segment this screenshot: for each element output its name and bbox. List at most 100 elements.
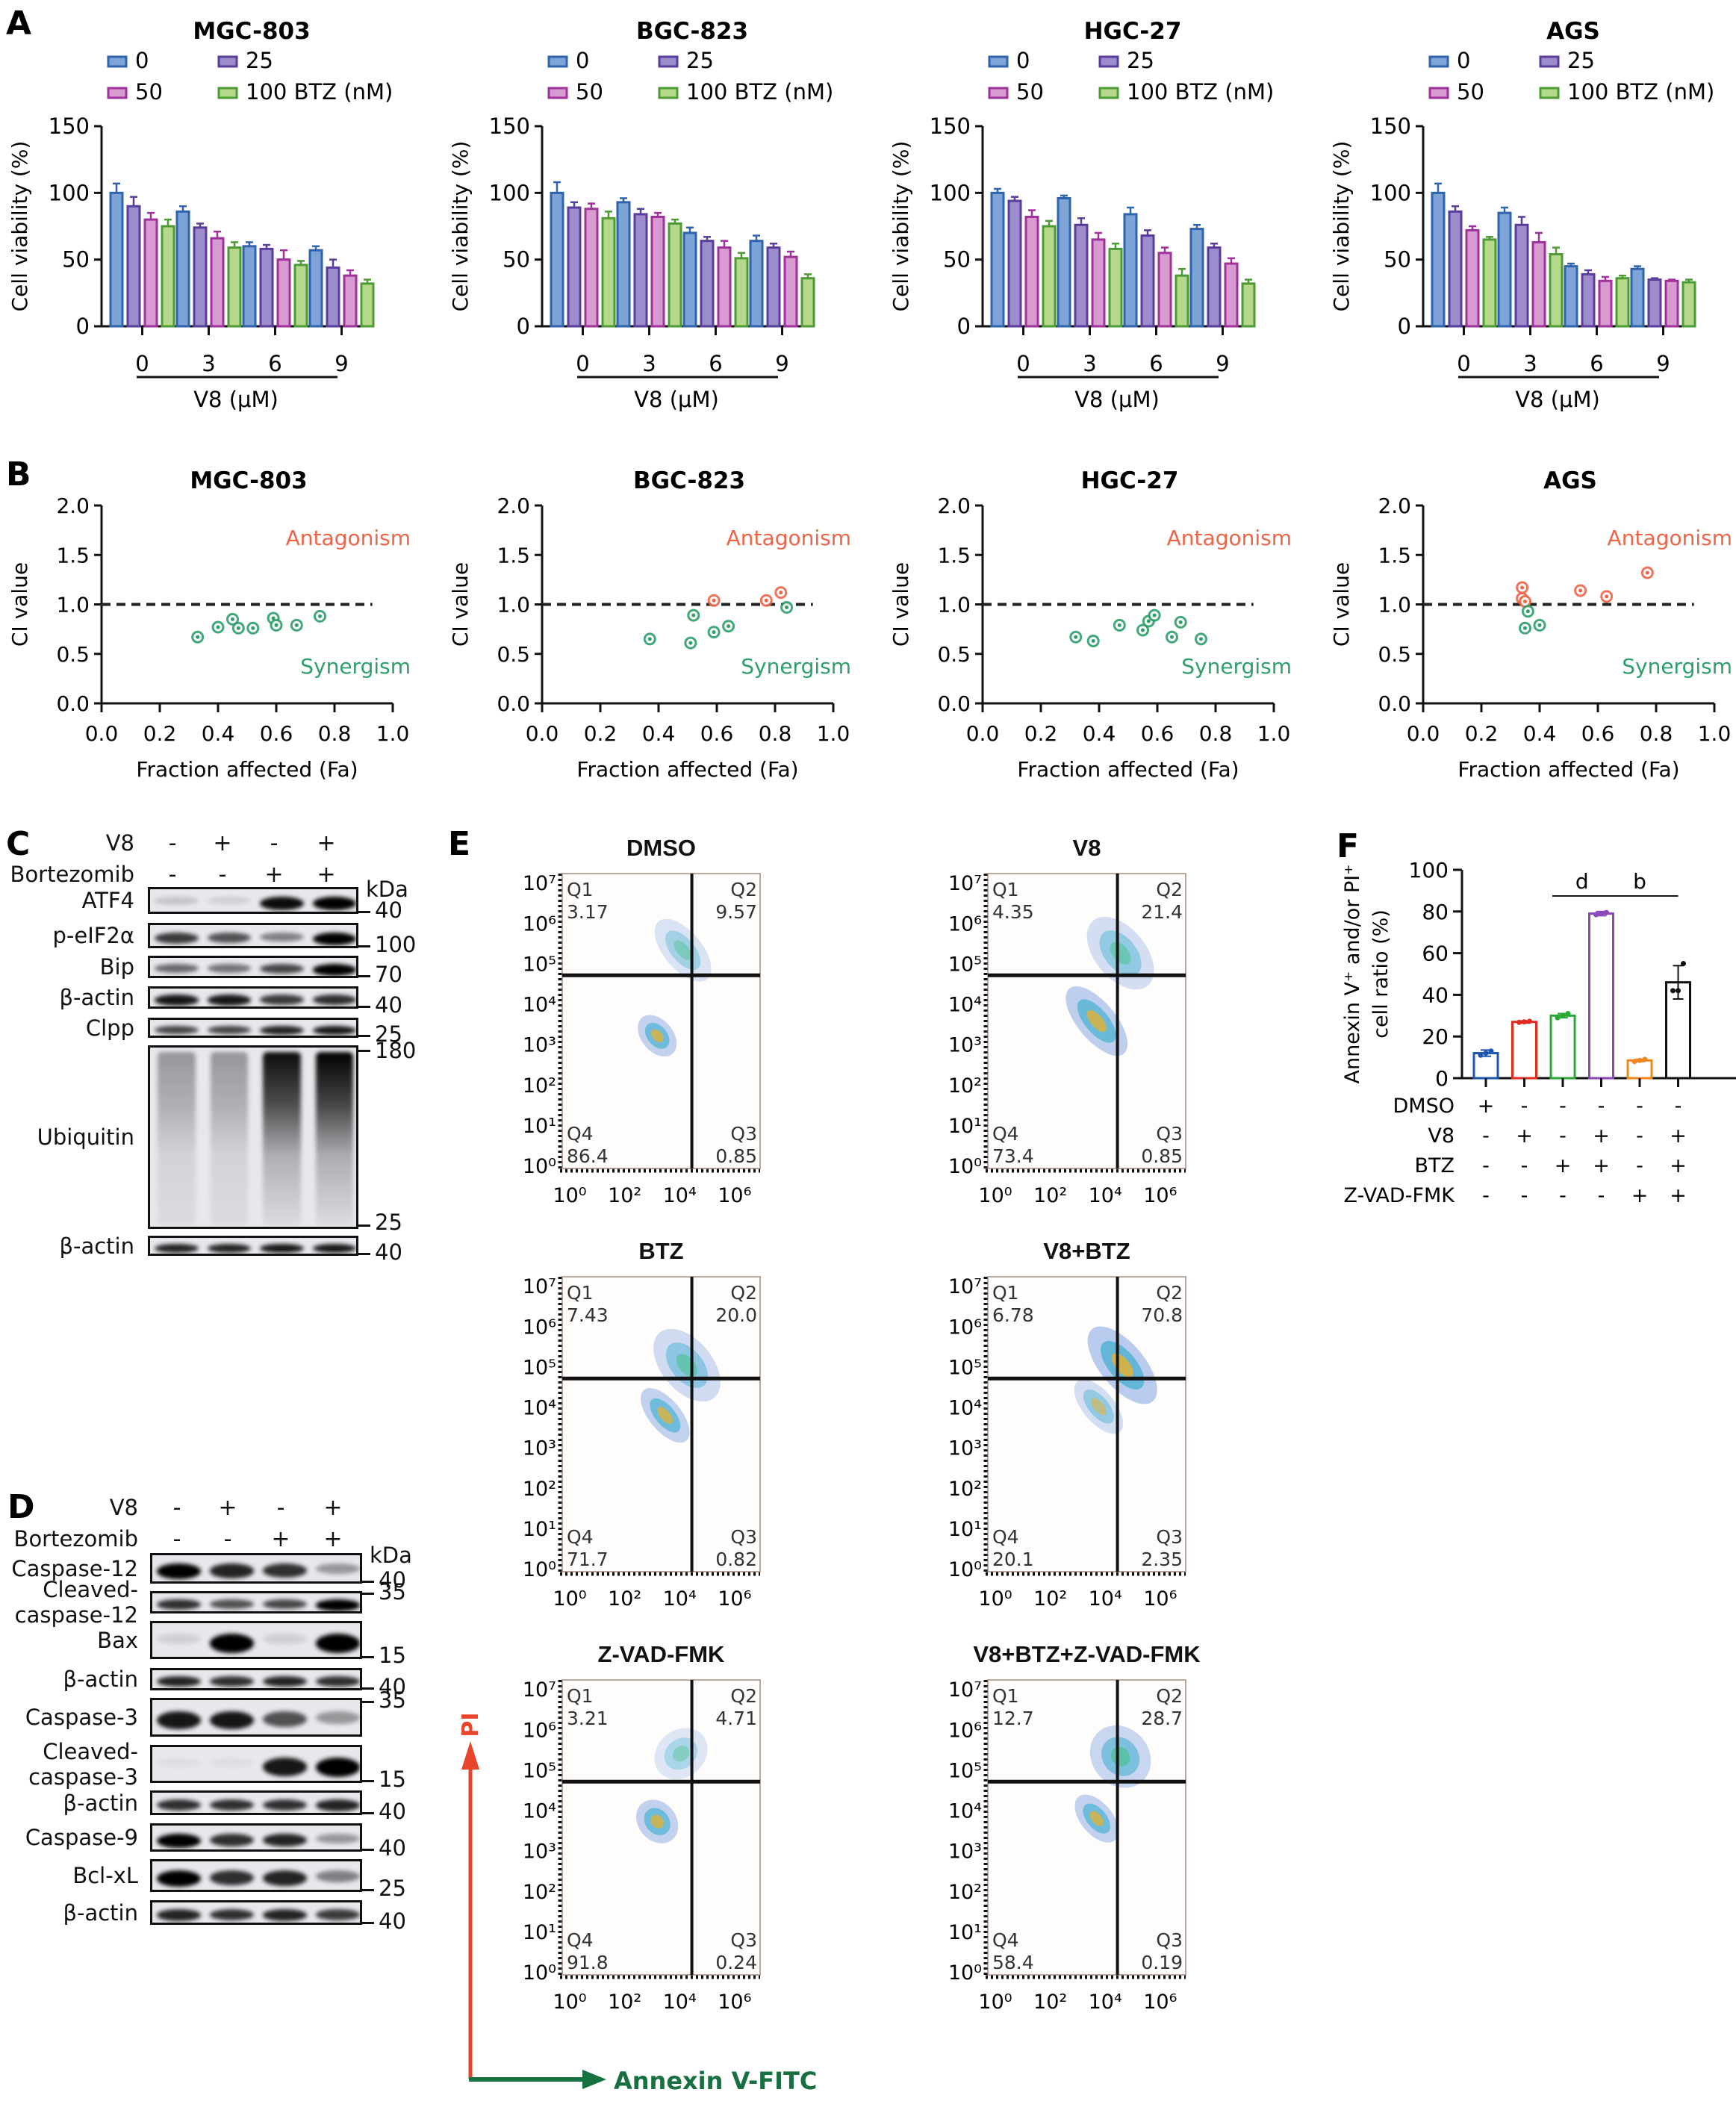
x-tick-label: 10⁴	[663, 1587, 697, 1611]
protein-band	[260, 964, 304, 974]
bar	[1549, 253, 1564, 328]
quadrant-q2-value: 70.8	[1141, 1304, 1183, 1326]
condition-sign: +	[1478, 1095, 1495, 1118]
protein-band	[316, 1833, 360, 1843]
ubiquitin-smear-lane	[263, 1052, 301, 1225]
pi-axis-label: PI	[458, 1712, 484, 1737]
y-tick-label: 10²	[948, 1881, 982, 1904]
bar	[360, 282, 375, 328]
synergism-label: Synergism	[1181, 654, 1292, 679]
replicate-point	[1593, 912, 1599, 918]
bar	[1482, 238, 1497, 328]
density-cloud-core	[673, 940, 692, 960]
condition-label: DMSO	[1393, 1095, 1455, 1118]
quadrant-q2-value: 20.0	[715, 1304, 757, 1326]
x-tick-label: 0.4	[1083, 721, 1116, 746]
x-tick-label: 10⁴	[1089, 1991, 1122, 2014]
bar	[1531, 240, 1546, 328]
y-tick-label: 2.0	[937, 494, 971, 518]
y-tick-label: 10⁷	[948, 1678, 982, 1702]
quadrant-q1-name: Q1	[992, 879, 1019, 900]
mw-tick	[358, 1253, 370, 1255]
panel-label-b: B	[6, 455, 31, 494]
y-tick-label: 10⁰	[948, 1558, 982, 1581]
data-point-center	[1091, 639, 1095, 644]
mw-marker: 40	[375, 897, 402, 923]
y-tick-label: 10⁰	[948, 1155, 982, 1178]
mw-tick	[362, 1889, 374, 1891]
mw-tick	[362, 1849, 374, 1851]
quadrant-q3-name: Q3	[1156, 1929, 1183, 1951]
x-tick-label: 10⁴	[1089, 1184, 1122, 1207]
significance-label: b	[1633, 869, 1646, 894]
y-tick-label: 10⁷	[523, 1678, 556, 1702]
ubiquitin-smear-lane	[210, 1052, 248, 1225]
mw-marker: 40	[379, 1567, 406, 1593]
y-tick-label: 10⁷	[523, 872, 556, 895]
x-tick-label: 1.0	[1698, 721, 1732, 746]
x-tick-label: 3	[1523, 351, 1537, 376]
legend-label: 25	[246, 48, 273, 73]
legend-label: 50	[576, 79, 603, 105]
data-point-center	[216, 625, 220, 629]
quadrant-q1-value: 6.78	[992, 1304, 1034, 1326]
blot-label: β-actin	[59, 985, 135, 1010]
synergism-label: Synergism	[741, 654, 851, 679]
protein-band	[155, 1243, 199, 1254]
x-tick-label: 0.4	[202, 721, 235, 746]
y-tick-label: 0	[1435, 1066, 1449, 1091]
replicate-point	[1478, 1052, 1484, 1058]
bar	[1140, 234, 1155, 328]
mw-tick	[358, 1224, 370, 1227]
data-point-center	[779, 591, 783, 595]
blot-label: β-actin	[59, 1233, 135, 1259]
y-tick-label: 10⁴	[523, 994, 556, 1017]
quadrant-q2-name: Q2	[1156, 879, 1183, 900]
flow-plot-title: V8+BTZ	[1043, 1238, 1130, 1264]
protein-band	[312, 964, 356, 976]
quadrant-q3-value: 0.85	[1141, 1145, 1183, 1167]
legend-swatch-2	[988, 87, 1009, 99]
plot-frame	[987, 1276, 1186, 1572]
treatment-sign: -	[168, 862, 177, 888]
bar	[1472, 1052, 1499, 1080]
quadrant-q4-name: Q4	[567, 1929, 594, 1951]
blot-label: β-actin	[63, 1667, 139, 1692]
x-tick-label: 10⁰	[553, 1991, 586, 2014]
y-tick-label: 10³	[523, 1437, 556, 1460]
blot-atf4	[148, 887, 358, 914]
synergism-label: Synergism	[300, 654, 411, 679]
y-tick-label: 10²	[948, 1074, 982, 1098]
y-tick-label: 10¹	[948, 1115, 982, 1138]
blot-label: Caspase-3	[25, 1705, 138, 1730]
density-cloud-core	[650, 1814, 664, 1829]
mw-tick	[362, 1687, 374, 1690]
x-tick-label: 0.0	[966, 721, 1000, 746]
y-tick-label: 100	[1370, 180, 1411, 205]
bar	[601, 217, 616, 328]
quadrant-q3-value: 2.35	[1141, 1549, 1183, 1570]
data-point-center	[1178, 620, 1183, 624]
mw-marker: 40	[379, 1835, 406, 1861]
x-tick-label: 0.2	[584, 721, 617, 746]
protein-band	[316, 1563, 360, 1575]
chart-title: BGC-823	[633, 467, 745, 494]
quadrant-q4-value: 91.8	[567, 1952, 609, 1973]
bar	[143, 218, 158, 328]
bar	[1681, 281, 1696, 328]
protein-band	[210, 1599, 254, 1609]
blot-bcl-xl	[150, 1859, 362, 1892]
quadrant-q3-value: 0.82	[715, 1549, 757, 1570]
bar	[1057, 196, 1071, 328]
protein-band	[207, 897, 251, 905]
x-tick-label: 0.6	[1141, 721, 1175, 746]
quadrant-q3-value: 0.85	[715, 1145, 757, 1167]
blot--actin	[148, 1236, 358, 1256]
x-tick-label: 3	[202, 351, 215, 376]
bar	[990, 191, 1005, 328]
replicate-point	[1637, 1057, 1643, 1063]
protein-band	[157, 1870, 201, 1888]
bar	[700, 240, 715, 328]
protein-band	[316, 1599, 360, 1611]
quadrant-q3-name: Q3	[730, 1526, 757, 1548]
